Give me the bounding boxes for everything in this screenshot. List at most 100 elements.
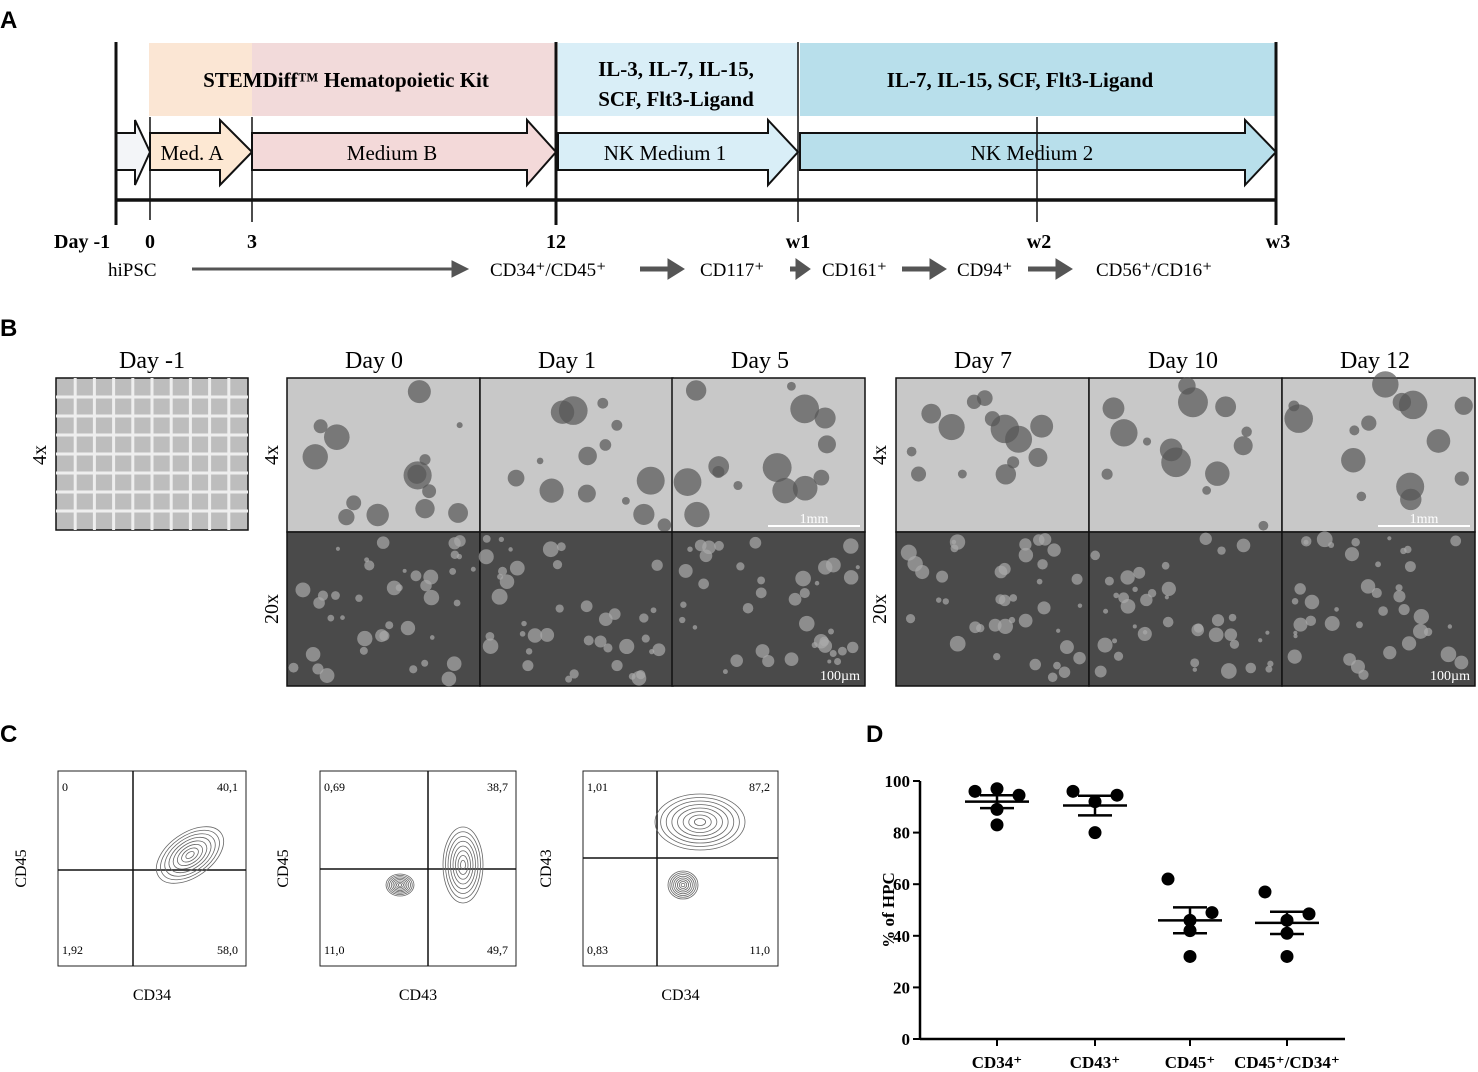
contour-line — [678, 881, 688, 889]
data-point — [1110, 788, 1124, 802]
y-axis-title: % of HPC — [879, 872, 898, 948]
contour-line — [450, 840, 476, 890]
medium-label: NK Medium 2 — [971, 141, 1094, 165]
marker-label: CD56⁺/CD16⁺ — [1096, 260, 1212, 281]
contour-line — [164, 833, 216, 877]
contour-line — [667, 870, 699, 900]
quadrant-percentage: 58,0 — [217, 943, 238, 957]
scale-bar-label: 100µm — [1430, 669, 1470, 684]
y-tick-label: 60 — [893, 875, 910, 894]
x-axis-label: CD34 — [133, 987, 171, 1004]
y-tick-label: 0 — [902, 1030, 911, 1049]
stage-header-nk2: IL-7, IL-15, SCF, Flt3-Ligand — [887, 68, 1154, 92]
arrow-preculture — [115, 119, 152, 186]
contour-line — [168, 836, 212, 874]
quadrant-percentage: 49,7 — [487, 943, 508, 957]
micrograph-image — [479, 377, 674, 533]
timeline-diagram: STEMDiff™ Hematopoietic Kit IL-3, IL-7, … — [54, 42, 1290, 281]
micrograph-panel: Day -1 Day 0 Day 1 Day 5 Day 7 Day 10 Da… — [29, 348, 1476, 687]
flow-plot: 0 40,1 1,92 58,0 CD34 CD45 — [13, 770, 247, 1004]
arrow-nk-medium-1 — [557, 117, 800, 188]
category-label: CD43⁺ — [1070, 1053, 1121, 1072]
contour-line — [682, 811, 718, 833]
quadrant-percentage: 40,1 — [217, 780, 238, 794]
contour-line — [394, 880, 406, 890]
contour-line — [671, 804, 729, 840]
contour-line — [673, 875, 693, 895]
contour-line — [396, 881, 404, 889]
stage-bg-nk2 — [800, 43, 1276, 116]
stage-header-kit: STEMDiff™ Hematopoietic Kit — [203, 68, 489, 92]
contour-line — [397, 883, 403, 887]
panel-label-d: D — [866, 721, 883, 748]
quadrant-percentage: 87,2 — [749, 780, 770, 794]
contour-line — [677, 807, 723, 837]
day-title: Day 5 — [731, 348, 789, 374]
contour-line — [452, 845, 474, 885]
contour-line — [185, 851, 195, 859]
y-tick-label: 40 — [893, 927, 910, 946]
micrograph-image — [286, 531, 481, 687]
panel-label-c: C — [0, 721, 17, 748]
quadrant-percentage: 0,83 — [587, 943, 608, 957]
day-title: Day 1 — [538, 348, 596, 374]
timepoint-label: 3 — [247, 231, 257, 253]
contour-line — [385, 873, 415, 897]
micrograph-image — [895, 531, 1090, 687]
day-title: Day 12 — [1340, 348, 1410, 374]
contour-line — [160, 829, 220, 881]
day-title: Day 10 — [1148, 348, 1218, 374]
panel-label-b: B — [0, 315, 17, 342]
quadrant-percentage: 1,92 — [62, 943, 83, 957]
micrograph-image — [478, 531, 674, 687]
contour-line — [181, 847, 199, 863]
stage-header-nk1-line2: SCF, Flt3-Ligand — [598, 87, 754, 111]
micrograph-image — [895, 377, 1090, 533]
contour-line — [669, 872, 697, 898]
marker-label: hiPSC — [108, 260, 157, 281]
quadrant-percentage: 38,7 — [487, 780, 508, 794]
contour-line — [392, 879, 408, 891]
data-point — [990, 818, 1004, 832]
data-point — [1012, 788, 1026, 802]
stage-bg-med-a — [149, 43, 252, 116]
contour-line — [387, 874, 413, 896]
y-tick-label: 100 — [885, 772, 911, 791]
timepoint-label: w3 — [1266, 231, 1290, 253]
quadrant-percentage: 1,01 — [587, 780, 608, 794]
magnification-label: 4x — [261, 445, 283, 465]
data-point — [1183, 949, 1197, 963]
y-axis-label: CD45 — [275, 849, 292, 887]
magnification-label: 4x — [29, 445, 51, 465]
arrow-nk-medium-2 — [799, 117, 1278, 188]
contour-line — [442, 826, 484, 904]
contour-line — [457, 855, 469, 875]
timepoint-label: w1 — [786, 231, 810, 253]
y-axis-label: CD45 — [13, 849, 30, 887]
contour-line — [660, 797, 740, 847]
flow-cytometry-panel: 0 40,1 1,92 58,0 CD34 CD45 0,69 38,7 11,0 49,7 CD4… — [13, 770, 779, 1004]
micrograph-image — [1281, 371, 1476, 533]
contour-line — [693, 818, 707, 826]
data-point — [990, 802, 1004, 816]
scale-bar-label: 1mm — [1410, 512, 1439, 527]
micrograph-image — [1281, 531, 1476, 687]
contour-line — [675, 877, 691, 893]
arrow-med-a — [149, 117, 254, 188]
contour-line — [390, 877, 410, 893]
marker-label: CD94⁺ — [957, 260, 1012, 281]
contour-line — [177, 843, 203, 867]
day-title: Day 7 — [954, 348, 1012, 374]
medium-label: Med. A — [161, 141, 225, 165]
micrograph-image — [286, 377, 481, 533]
data-point — [990, 782, 1004, 796]
contour-line — [680, 882, 686, 888]
data-point — [1161, 872, 1175, 886]
timepoint-label: 0 — [145, 231, 155, 253]
micrograph-image — [55, 377, 249, 531]
data-point — [1302, 907, 1316, 921]
medium-label: NK Medium 1 — [604, 141, 727, 165]
timepoint-label: 12 — [546, 231, 566, 253]
data-point — [1066, 784, 1080, 798]
